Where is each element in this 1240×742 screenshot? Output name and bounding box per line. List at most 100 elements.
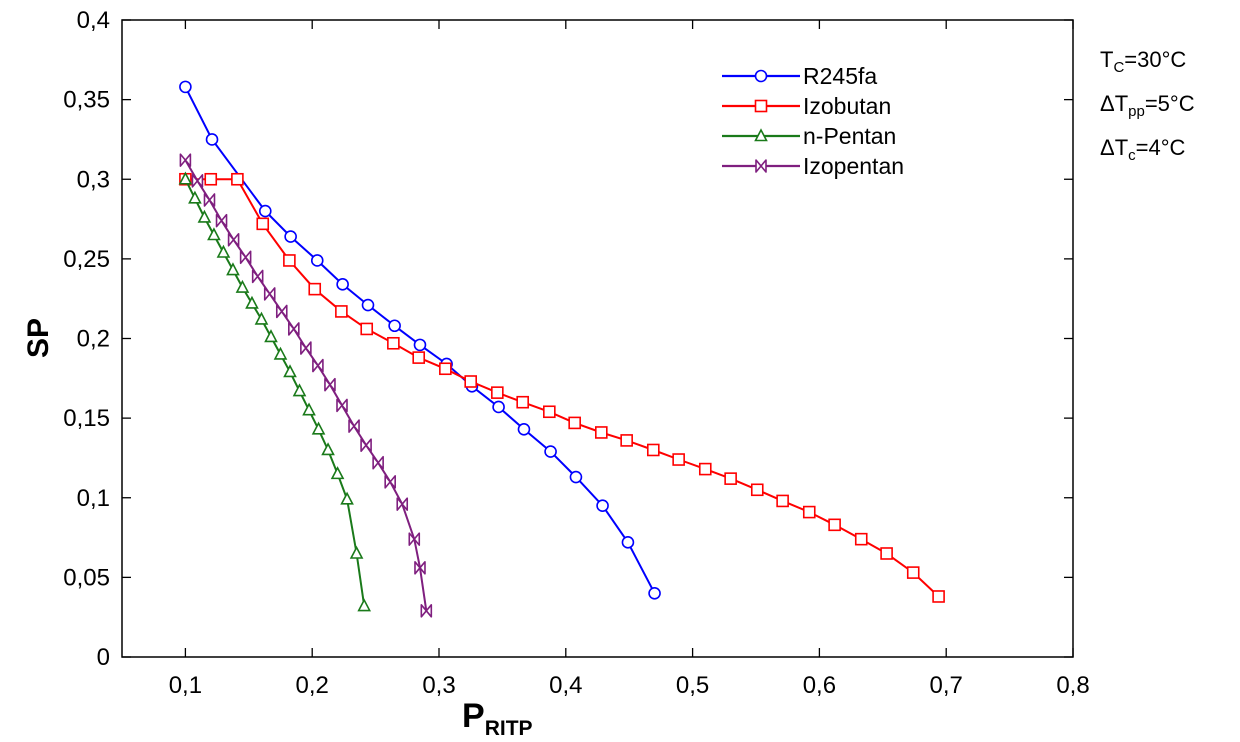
- data-point-izobutan: [595, 426, 608, 439]
- data-point-izobutan: [412, 351, 426, 364]
- legend-swatch-marker: [754, 128, 768, 142]
- data-point-r245fa: [596, 499, 609, 513]
- data-point-izopentan: [348, 419, 360, 433]
- legend-label: n-Pentan: [803, 123, 896, 149]
- x-tick-label: 0,4: [549, 672, 582, 699]
- data-point-izopentan: [300, 341, 312, 355]
- param-tc-sub: C: [1113, 59, 1124, 76]
- data-point-r245fa: [258, 204, 272, 218]
- data-point-r245fa: [284, 230, 297, 243]
- param-dtc-main: ΔT: [1100, 135, 1128, 160]
- legend-swatch-marker: [755, 159, 767, 173]
- data-point-izobutan: [464, 375, 478, 388]
- data-point-izopentan: [384, 475, 396, 489]
- data-point-izobutan: [698, 462, 712, 476]
- data-point-r245fa: [413, 338, 427, 352]
- data-point-n-pentan: [178, 171, 193, 185]
- data-point-izobutan: [906, 566, 920, 579]
- param-dtc-sub: c: [1128, 147, 1136, 164]
- data-point-izopentan: [263, 287, 276, 301]
- x-tick-label: 0,8: [1056, 672, 1089, 699]
- param-dtc: ΔTc=4°C: [1100, 135, 1186, 164]
- series-izopentan: [179, 153, 433, 618]
- data-point-izopentan: [414, 561, 426, 575]
- data-point-izobutan: [256, 217, 270, 231]
- legend-label: Izobutan: [803, 93, 891, 119]
- data-point-r245fa: [569, 470, 583, 484]
- param-dtpp-sub: pp: [1128, 103, 1145, 120]
- data-point-izopentan: [251, 269, 264, 284]
- data-point-izopentan: [372, 455, 384, 470]
- x-axis-title-sub: RITP: [485, 717, 533, 740]
- data-point-izobutan: [750, 483, 764, 497]
- data-point-r245fa: [310, 254, 324, 267]
- data-point-n-pentan: [330, 466, 345, 480]
- legend-swatch-marker: [754, 69, 768, 83]
- data-point-izopentan: [360, 438, 372, 452]
- data-point-izobutan: [335, 305, 348, 318]
- data-point-izopentan: [288, 322, 300, 336]
- data-point-izopentan: [179, 153, 192, 167]
- data-point-izobutan: [776, 494, 789, 508]
- data-point-n-pentan: [235, 279, 250, 293]
- data-point-r245fa: [179, 80, 192, 94]
- data-point-n-pentan: [207, 227, 221, 241]
- data-point-izobutan: [387, 336, 400, 350]
- y-tick-label: 0,35: [63, 87, 110, 114]
- data-point-izobutan: [802, 505, 816, 519]
- data-point-r245fa: [544, 445, 557, 458]
- data-point-r245fa: [517, 422, 531, 436]
- data-point-n-pentan: [188, 190, 202, 204]
- series-line-izopentan: [184, 159, 428, 611]
- data-point-r245fa: [648, 586, 661, 600]
- data-point-izopentan: [336, 398, 348, 413]
- data-point-izobutan: [543, 405, 556, 419]
- x-tick-label: 0,6: [803, 672, 836, 699]
- data-point-izobutan: [568, 416, 581, 430]
- data-point-r245fa: [205, 133, 219, 146]
- plot-area: [121, 19, 1074, 658]
- data-point-r245fa: [492, 400, 505, 414]
- data-point-n-pentan: [321, 442, 335, 456]
- x-tick-label: 0,3: [422, 672, 455, 699]
- data-point-izobutan: [880, 547, 893, 560]
- data-point-izobutan: [491, 386, 504, 399]
- x-axis-title: PRITP: [462, 697, 533, 740]
- data-point-izopentan: [275, 304, 288, 319]
- data-point-izopentan: [324, 377, 336, 392]
- y-tick-label: 0,1: [77, 485, 110, 512]
- y-tick-label: 0: [97, 644, 110, 671]
- legend-label: Izopentan: [803, 153, 904, 179]
- y-tick-label: 0,15: [63, 405, 110, 432]
- data-point-izobutan: [646, 443, 660, 457]
- data-point-izopentan: [396, 497, 409, 511]
- data-point-izobutan: [439, 362, 452, 376]
- data-point-izobutan: [932, 590, 945, 603]
- data-point-n-pentan: [311, 421, 326, 435]
- axis-ticks: 0,1 0,2 0,3 0,4 0,5 0,6 0,7 0,8 0 0,05 0,1 0,15 0,2 0…: [63, 7, 1089, 699]
- data-point-izobutan: [231, 172, 244, 186]
- series-r245fa: [179, 80, 661, 600]
- legend-item-izobutan: Izobutan: [722, 93, 891, 119]
- data-point-n-pentan: [216, 244, 231, 258]
- data-point-izobutan: [672, 453, 685, 466]
- y-tick-label: 0,4: [77, 7, 110, 34]
- param-tc-value: =30°C: [1124, 47, 1186, 72]
- param-dtpp: ΔTpp=5°C: [1100, 91, 1195, 120]
- data-point-izobutan: [204, 172, 218, 186]
- data-point-n-pentan: [292, 383, 307, 397]
- data-point-n-pentan: [283, 364, 297, 378]
- x-axis-title-main: P: [462, 697, 485, 735]
- data-point-izopentan: [203, 193, 216, 207]
- data-point-n-pentan: [273, 346, 288, 360]
- param-dtpp-value: =5°C: [1145, 91, 1195, 116]
- legend-label: R245fa: [803, 63, 877, 89]
- data-point-izopentan: [215, 213, 228, 228]
- data-point-izobutan: [360, 322, 374, 336]
- legend: R245fa Izobutan n-Pentan Izopentan: [722, 63, 904, 179]
- y-tick-label: 0,25: [63, 246, 110, 273]
- data-point-izopentan: [191, 174, 204, 188]
- data-point-n-pentan: [302, 402, 316, 416]
- series-layer: [178, 80, 945, 618]
